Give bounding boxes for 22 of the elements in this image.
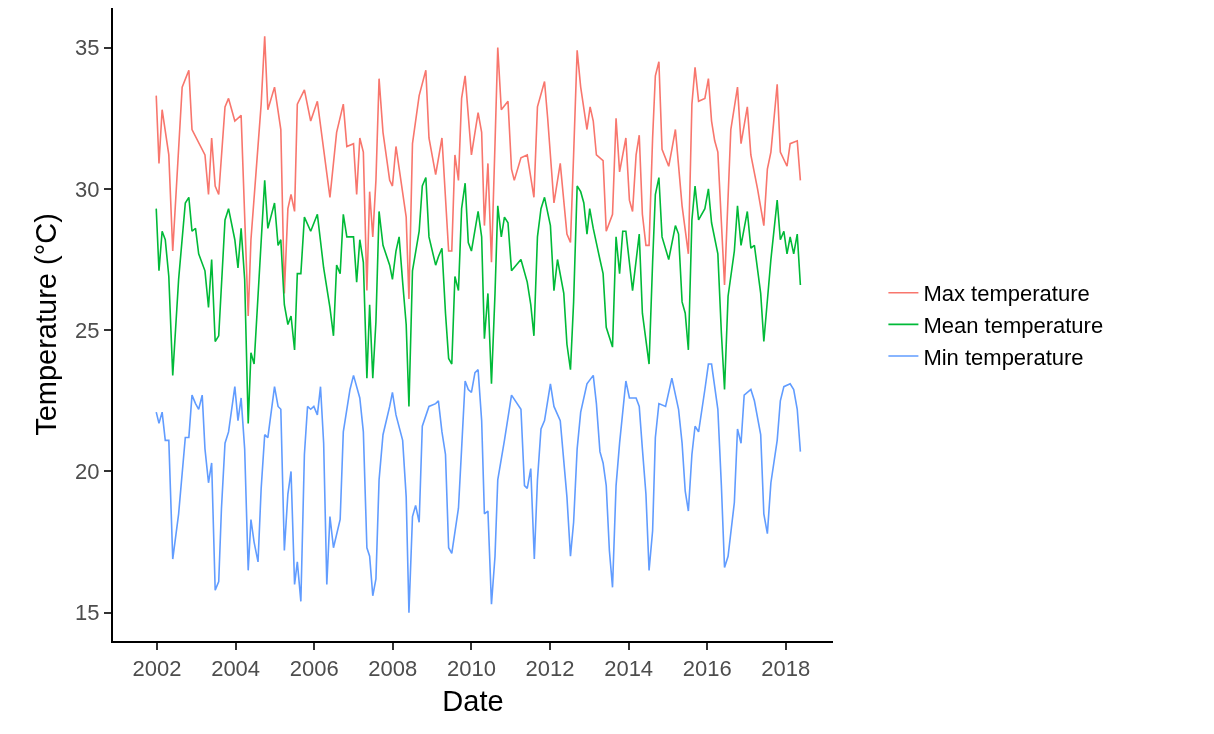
line-series (155, 176, 802, 425)
y-tick-label: 15 (75, 600, 100, 626)
y-axis-title: Temperature (°C) (29, 213, 62, 436)
x-tick-label: 2004 (211, 656, 261, 682)
x-tick-label: 2012 (525, 656, 575, 682)
legend-label: Max temperature (923, 281, 1090, 307)
x-tick-label: 2002 (132, 656, 182, 682)
line-series (155, 363, 802, 614)
x-tick-label: 2016 (682, 656, 732, 682)
legend-label: Mean temperature (923, 312, 1104, 338)
y-tick-label: 30 (75, 176, 100, 202)
x-axis-title: Date (442, 684, 504, 717)
x-tick-label: 2008 (368, 656, 418, 682)
y-tick-label: 35 (75, 35, 100, 61)
x-tick-label: 2018 (761, 656, 811, 682)
x-tick-label: 2006 (289, 656, 339, 682)
y-tick-label: 25 (75, 317, 100, 343)
x-tick-label: 2010 (446, 656, 496, 682)
line-series (155, 35, 802, 317)
legend-label: Min temperature (923, 344, 1084, 370)
x-tick-label: 2014 (604, 656, 654, 682)
y-tick-label: 20 (75, 459, 100, 485)
